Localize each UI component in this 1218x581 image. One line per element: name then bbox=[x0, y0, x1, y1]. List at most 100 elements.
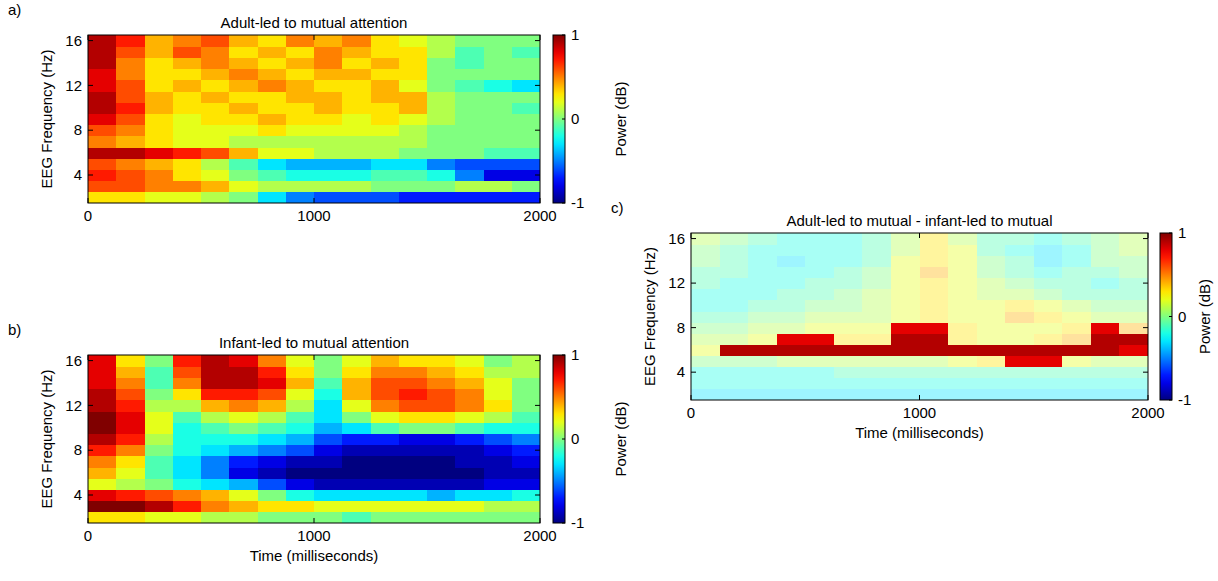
cell bbox=[427, 411, 456, 423]
cell bbox=[314, 355, 343, 367]
cell bbox=[116, 400, 145, 412]
cell bbox=[371, 422, 400, 434]
colorbar-tick-label: -1 bbox=[571, 514, 584, 531]
plot-frame bbox=[88, 35, 540, 203]
cell bbox=[455, 467, 484, 479]
cell bbox=[455, 136, 484, 148]
cell bbox=[512, 181, 540, 193]
panel: 010002000481216Adult-led to mutual - inf… bbox=[611, 199, 1213, 441]
cell bbox=[229, 456, 258, 468]
cell bbox=[891, 378, 920, 390]
cell bbox=[314, 467, 343, 479]
cell bbox=[455, 377, 484, 389]
cell bbox=[145, 80, 174, 92]
cell bbox=[258, 91, 287, 103]
cell bbox=[484, 125, 513, 137]
cell bbox=[173, 169, 202, 181]
cell bbox=[455, 102, 484, 114]
cell bbox=[427, 389, 456, 401]
cell bbox=[977, 289, 1006, 301]
cell bbox=[484, 192, 513, 203]
cell bbox=[720, 300, 749, 312]
y-tick-label: 8 bbox=[74, 121, 82, 138]
cell bbox=[286, 456, 315, 468]
colorbar-tick-label: 1 bbox=[1178, 224, 1186, 241]
cell bbox=[427, 355, 456, 367]
cell bbox=[834, 389, 863, 400]
cell bbox=[948, 278, 977, 290]
cell bbox=[748, 289, 777, 301]
cell bbox=[455, 456, 484, 468]
cell bbox=[314, 136, 343, 148]
cell bbox=[862, 355, 891, 367]
cell bbox=[173, 91, 202, 103]
cell bbox=[371, 400, 400, 412]
colorbar-title: Power (dB) bbox=[612, 81, 629, 156]
cell bbox=[777, 233, 806, 245]
cell bbox=[88, 192, 117, 203]
cell bbox=[1062, 300, 1091, 312]
cell bbox=[455, 91, 484, 103]
cell bbox=[116, 467, 145, 479]
cell bbox=[258, 377, 287, 389]
cell bbox=[342, 80, 371, 92]
x-tick-label: 0 bbox=[84, 207, 92, 224]
cell bbox=[691, 255, 720, 267]
cell bbox=[512, 456, 540, 468]
cell bbox=[484, 80, 513, 92]
cell bbox=[229, 46, 258, 58]
cell bbox=[720, 233, 749, 245]
y-tick bbox=[88, 85, 93, 86]
cell bbox=[173, 80, 202, 92]
cell bbox=[862, 233, 891, 245]
cell bbox=[1005, 378, 1034, 390]
cell bbox=[314, 489, 343, 501]
cell bbox=[427, 433, 456, 445]
cell bbox=[201, 102, 230, 114]
cell bbox=[145, 422, 174, 434]
cell bbox=[286, 192, 315, 203]
cell bbox=[399, 158, 428, 170]
y-tick-label: 4 bbox=[677, 363, 685, 380]
cell bbox=[455, 158, 484, 170]
cell bbox=[427, 102, 456, 114]
x-tick bbox=[691, 233, 692, 238]
cell bbox=[342, 69, 371, 81]
cell bbox=[145, 57, 174, 69]
cell bbox=[720, 367, 749, 379]
cell bbox=[1119, 266, 1148, 278]
cell bbox=[512, 102, 540, 114]
x-tick bbox=[919, 233, 920, 238]
cell bbox=[455, 411, 484, 423]
y-tick bbox=[535, 405, 540, 406]
cell bbox=[314, 69, 343, 81]
colorbar-tick bbox=[562, 523, 565, 524]
cell bbox=[512, 489, 540, 501]
cell bbox=[88, 102, 117, 114]
cell bbox=[1091, 255, 1120, 267]
cell bbox=[834, 278, 863, 290]
cell bbox=[455, 125, 484, 137]
cell bbox=[891, 344, 920, 356]
cell bbox=[88, 411, 117, 423]
cell bbox=[201, 400, 230, 412]
cell bbox=[805, 344, 834, 356]
x-tick-label: 1000 bbox=[297, 207, 330, 224]
cell bbox=[455, 169, 484, 181]
cell bbox=[399, 366, 428, 378]
cell bbox=[342, 57, 371, 69]
cell bbox=[805, 300, 834, 312]
cell bbox=[484, 456, 513, 468]
cell bbox=[342, 366, 371, 378]
y-tick bbox=[1143, 283, 1148, 284]
cell bbox=[173, 445, 202, 457]
y-tick bbox=[88, 450, 93, 451]
cell bbox=[314, 478, 343, 490]
cell bbox=[371, 445, 400, 457]
cell bbox=[720, 355, 749, 367]
cell bbox=[286, 147, 315, 159]
cell bbox=[1091, 322, 1120, 334]
cell bbox=[834, 355, 863, 367]
cell bbox=[512, 169, 540, 181]
cell bbox=[455, 80, 484, 92]
